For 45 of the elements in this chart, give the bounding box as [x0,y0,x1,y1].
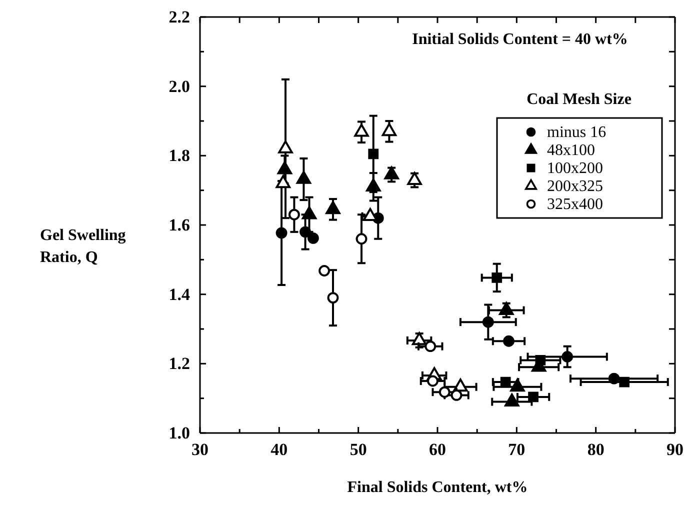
point [407,172,422,185]
point [619,376,630,388]
x-tick-label: 60 [429,440,446,460]
point [424,340,436,352]
point [326,201,340,214]
point [278,140,293,154]
x-tick-label: 80 [587,440,604,460]
point [500,376,511,388]
legend-title: Coal Mesh Size [526,91,632,108]
legend-label: 100x200 [547,160,603,177]
point [356,233,368,245]
legend-label: 200x325 [547,178,603,195]
annotation: Initial Solids Content = 40 wt% [412,31,628,48]
point [288,208,300,220]
point [384,166,399,180]
point [503,335,514,347]
point [354,124,369,137]
legend-label: minus 16 [547,124,606,141]
x-tick-label: 70 [508,440,526,460]
y-tick-label: 1.6 [168,215,190,234]
y-tick-label: 1.2 [168,354,190,374]
point [427,375,438,387]
point [528,392,538,402]
x-tick-label: 30 [192,440,208,460]
point [492,272,502,283]
legend-label: 325x400 [547,196,603,213]
point [318,265,330,276]
x-tick-label: 90 [666,440,684,460]
y-tick-label: 1.4 [168,284,190,304]
point [535,355,546,366]
y-tick-label: 1.8 [168,146,190,166]
legend-label: 48x100 [547,142,595,159]
y-tick-label: 2.2 [168,7,190,26]
point [562,351,574,362]
y-axis-title: Gel Swelling Ratio, Q [40,227,126,266]
x-tick-label: 40 [270,440,288,460]
y-tick-label: 2.0 [168,76,190,96]
x-tick-label: 50 [350,440,367,460]
point [296,170,312,184]
y-tick-label: 1.0 [168,423,190,442]
x-axis-title: Final Solids Content, wt% [347,479,528,496]
point [327,292,339,304]
point [276,227,288,239]
point [382,123,397,136]
point [482,316,494,328]
